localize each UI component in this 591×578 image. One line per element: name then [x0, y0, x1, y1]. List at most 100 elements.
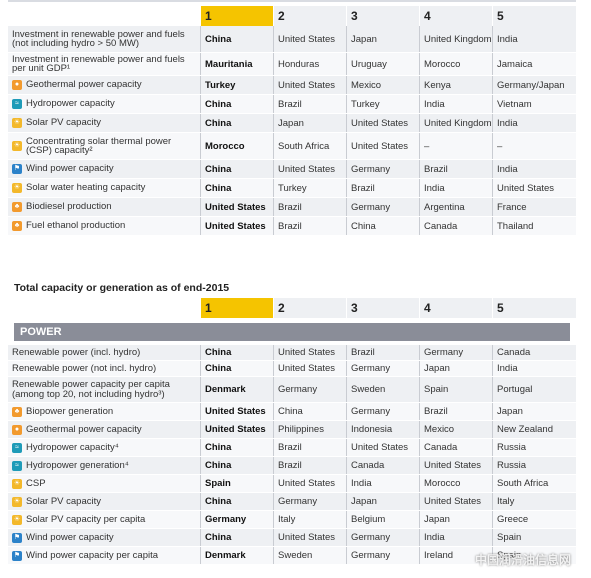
rank-5-cell: Portugal [492, 377, 576, 402]
rank-3-cell: India [346, 475, 419, 492]
rank-4-cell: United Kingdom [419, 114, 492, 132]
rank-1-cell: China [200, 26, 273, 52]
row-label: Renewable power (not incl. hydro) [12, 362, 157, 374]
row-label: Renewable power (incl. hydro) [12, 346, 141, 358]
rank-2-cell: Brazil [273, 198, 346, 216]
rank-4-cell: Canada [419, 439, 492, 456]
rank-2-cell: Brazil [273, 457, 346, 474]
rank-5-cell: – [492, 133, 576, 159]
rank-5-cell: India [492, 361, 576, 376]
row-label: Solar PV capacity per capita [26, 513, 146, 525]
wind-icon: ⚑ [12, 164, 22, 174]
rank-5-cell: Japan [492, 403, 576, 420]
table-row: Renewable power (not incl. hydro) China Un… [8, 361, 576, 377]
row-label-cell: ♣ Biopower generation [8, 403, 200, 420]
rank-5-cell: Spain [492, 529, 576, 546]
rank-2-cell: Honduras [273, 53, 346, 75]
row-label-cell: ≈ Hydropower generation⁴ [8, 457, 200, 474]
rank-5-cell: Canada [492, 345, 576, 360]
row-label-cell: ≈ Hydropower capacity [8, 95, 200, 113]
rank-2-cell: United States [273, 361, 346, 376]
csp-icon: ☀ [12, 478, 22, 489]
row-label-cell: ☀ Solar PV capacity per capita [8, 511, 200, 528]
table-row: ⚑ Wind power capacity China United States Ge… [8, 160, 576, 179]
row-label: Solar PV capacity [26, 117, 101, 129]
rank-2-cell: Germany [273, 493, 346, 510]
rank-1-cell: Turkey [200, 76, 273, 94]
row-label: Geothermal power capacity [26, 423, 142, 435]
table-row: ⚑ Wind power capacity per capita Denmark Sw… [8, 547, 576, 565]
rank-3-cell: Brazil [346, 345, 419, 360]
rank-4-cell: Morocco [419, 475, 492, 492]
rank-2-cell: Philippines [273, 421, 346, 438]
rank-2-cell: Turkey [273, 179, 346, 197]
row-label: Wind power capacity per capita [26, 549, 159, 561]
rank-4-cell: Canada [419, 217, 492, 235]
rank-3-cell: Germany [346, 160, 419, 178]
rank-1-cell: Denmark [200, 377, 273, 402]
rank-1-cell: China [200, 160, 273, 178]
rank-4-cell: India [419, 95, 492, 113]
header-spacer [8, 298, 200, 318]
table-body: Renewable power (incl. hydro) China United… [8, 345, 576, 565]
rank-header-row: 1 2 3 4 5 [8, 6, 576, 26]
table-row: Investment in renewable power and fuels … [8, 26, 576, 53]
table-row: Investment in renewable power and fuels … [8, 53, 576, 76]
row-label: Biodiesel production [26, 201, 112, 213]
row-label: Hydropower capacity [26, 98, 115, 110]
rank-5-cell: Greece [492, 511, 576, 528]
rank-1-cell: China [200, 179, 273, 197]
table-body: Investment in renewable power and fuels … [8, 26, 576, 236]
header-spacer [8, 6, 200, 26]
rank-5-cell: Italy [492, 493, 576, 510]
rank-3-cell: China [346, 217, 419, 235]
rank-3-cell: Indonesia [346, 421, 419, 438]
row-label: Wind power capacity [26, 531, 114, 543]
rank-1-cell: Denmark [200, 547, 273, 564]
row-label: Biopower generation [26, 405, 114, 417]
rank-4-cell: India [419, 529, 492, 546]
row-label-cell: ☀ CSP [8, 475, 200, 492]
row-label-cell: ☀ Solar PV capacity [8, 114, 200, 132]
biofuel-icon: ♣ [12, 406, 22, 417]
rank-4-cell: Japan [419, 511, 492, 528]
rank-3-cell: United States [346, 114, 419, 132]
rank-1-cell: China [200, 439, 273, 456]
rank-5-cell: India [492, 114, 576, 132]
geothermal-icon: ● [12, 80, 22, 90]
table-row: ☀ Solar PV capacity China Japan United State… [8, 114, 576, 133]
rank-1-cell: China [200, 457, 273, 474]
rank-1-cell: Morocco [200, 133, 273, 159]
table-row: ☀ Solar PV capacity per capita Germany Ital… [8, 511, 576, 529]
row-label-cell: ⚑ Wind power capacity per capita [8, 547, 200, 564]
rank-4-cell: – [419, 133, 492, 159]
hydropower-icon: ≈ [12, 442, 22, 453]
rank-5-cell: Vietnam [492, 95, 576, 113]
row-label-cell: ● Geothermal power capacity [8, 421, 200, 438]
row-label: Fuel ethanol production [26, 220, 126, 232]
rank-5-cell: New Zealand [492, 421, 576, 438]
row-label-cell: ≈ Hydropower capacity⁴ [8, 439, 200, 456]
rank-4-cell: Kenya [419, 76, 492, 94]
rank-2-cell: Japan [273, 114, 346, 132]
rank-5-cell: Germany/Japan [492, 76, 576, 94]
rank-3-cell: Germany [346, 198, 419, 216]
rank-4-cell: Spain [419, 377, 492, 402]
rank-header-5: 5 [492, 298, 576, 318]
geothermal-icon: ● [12, 424, 22, 435]
rank-2-cell: United States [273, 26, 346, 52]
table-row: ≈ Hydropower capacity China Brazil Turkey Ind… [8, 95, 576, 114]
table-row: ☀ Solar water heating capacity China Turkey… [8, 179, 576, 198]
rank-4-cell: Morocco [419, 53, 492, 75]
biofuel-icon: ♣ [12, 202, 22, 212]
table-row: ● Geothermal power capacity Turkey United S… [8, 76, 576, 95]
table-row: ☀ Solar PV capacity China Germany Japan Unite… [8, 493, 576, 511]
solar-heat-icon: ☀ [12, 183, 22, 193]
row-label-cell: ⚑ Wind power capacity [8, 160, 200, 178]
solar-icon: ☀ [12, 496, 22, 507]
row-label-cell: ☀ Solar water heating capacity [8, 179, 200, 197]
rankings-table-2: 1 2 3 4 5 [8, 298, 576, 318]
rank-3-cell: Canada [346, 457, 419, 474]
table-row: ☀ CSP Spain United States India Morocco South … [8, 475, 576, 493]
rank-1-cell: United States [200, 198, 273, 216]
